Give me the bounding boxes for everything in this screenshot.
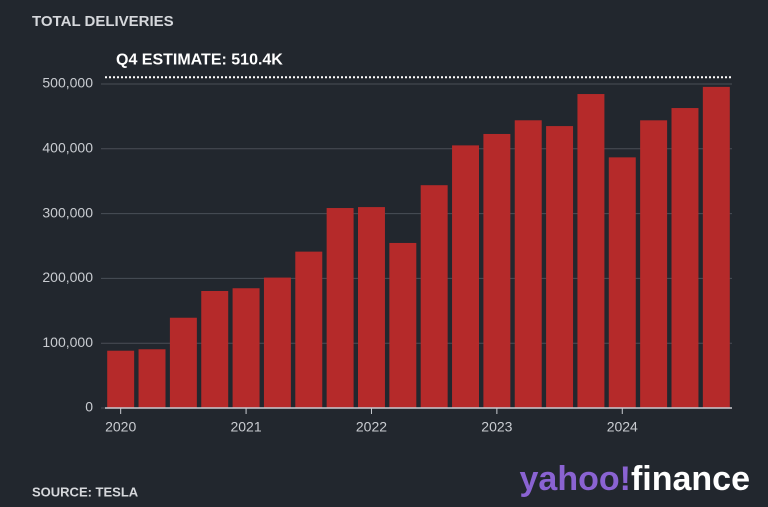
bar: [671, 108, 699, 409]
bar: [546, 126, 574, 409]
x-tick-label: 2023: [481, 419, 512, 435]
bar: [452, 145, 480, 408]
x-tick-label: 2020: [105, 419, 136, 435]
estimate-label: Q4 ESTIMATE: 510.4K: [116, 51, 283, 68]
bar: [514, 120, 542, 409]
bar: [232, 288, 260, 408]
y-tick-label: 200,000: [42, 269, 93, 285]
bar: [169, 317, 197, 408]
bar: [702, 86, 730, 409]
x-tick-label: 2021: [230, 419, 261, 435]
y-tick-label: 300,000: [42, 204, 93, 220]
y-tick-label: 100,000: [42, 334, 93, 350]
y-tick-label: 400,000: [42, 140, 93, 156]
source: SOURCE: TESLA: [32, 484, 139, 499]
x-tick-label: 2024: [607, 419, 638, 435]
y-tick-label: 500,000: [42, 75, 93, 91]
bar: [201, 290, 229, 408]
bar: [483, 133, 511, 409]
bar: [295, 251, 323, 408]
bar: [326, 208, 354, 408]
bar: [389, 242, 417, 408]
x-tick-label: 2022: [356, 419, 387, 435]
bar: [138, 349, 166, 408]
logo-brand: yahoo!: [520, 460, 631, 498]
chart-title: TOTAL DELIVERIES: [32, 13, 174, 30]
logo: yahoo!finance: [520, 460, 751, 498]
bar: [608, 157, 636, 408]
bar: [420, 185, 448, 408]
bar: [577, 94, 605, 409]
bar: [357, 207, 385, 408]
bar: [107, 350, 135, 408]
bar: [640, 120, 668, 408]
y-tick-label: 0: [85, 399, 93, 415]
bar: [263, 277, 291, 408]
logo-product: finance: [631, 460, 750, 498]
